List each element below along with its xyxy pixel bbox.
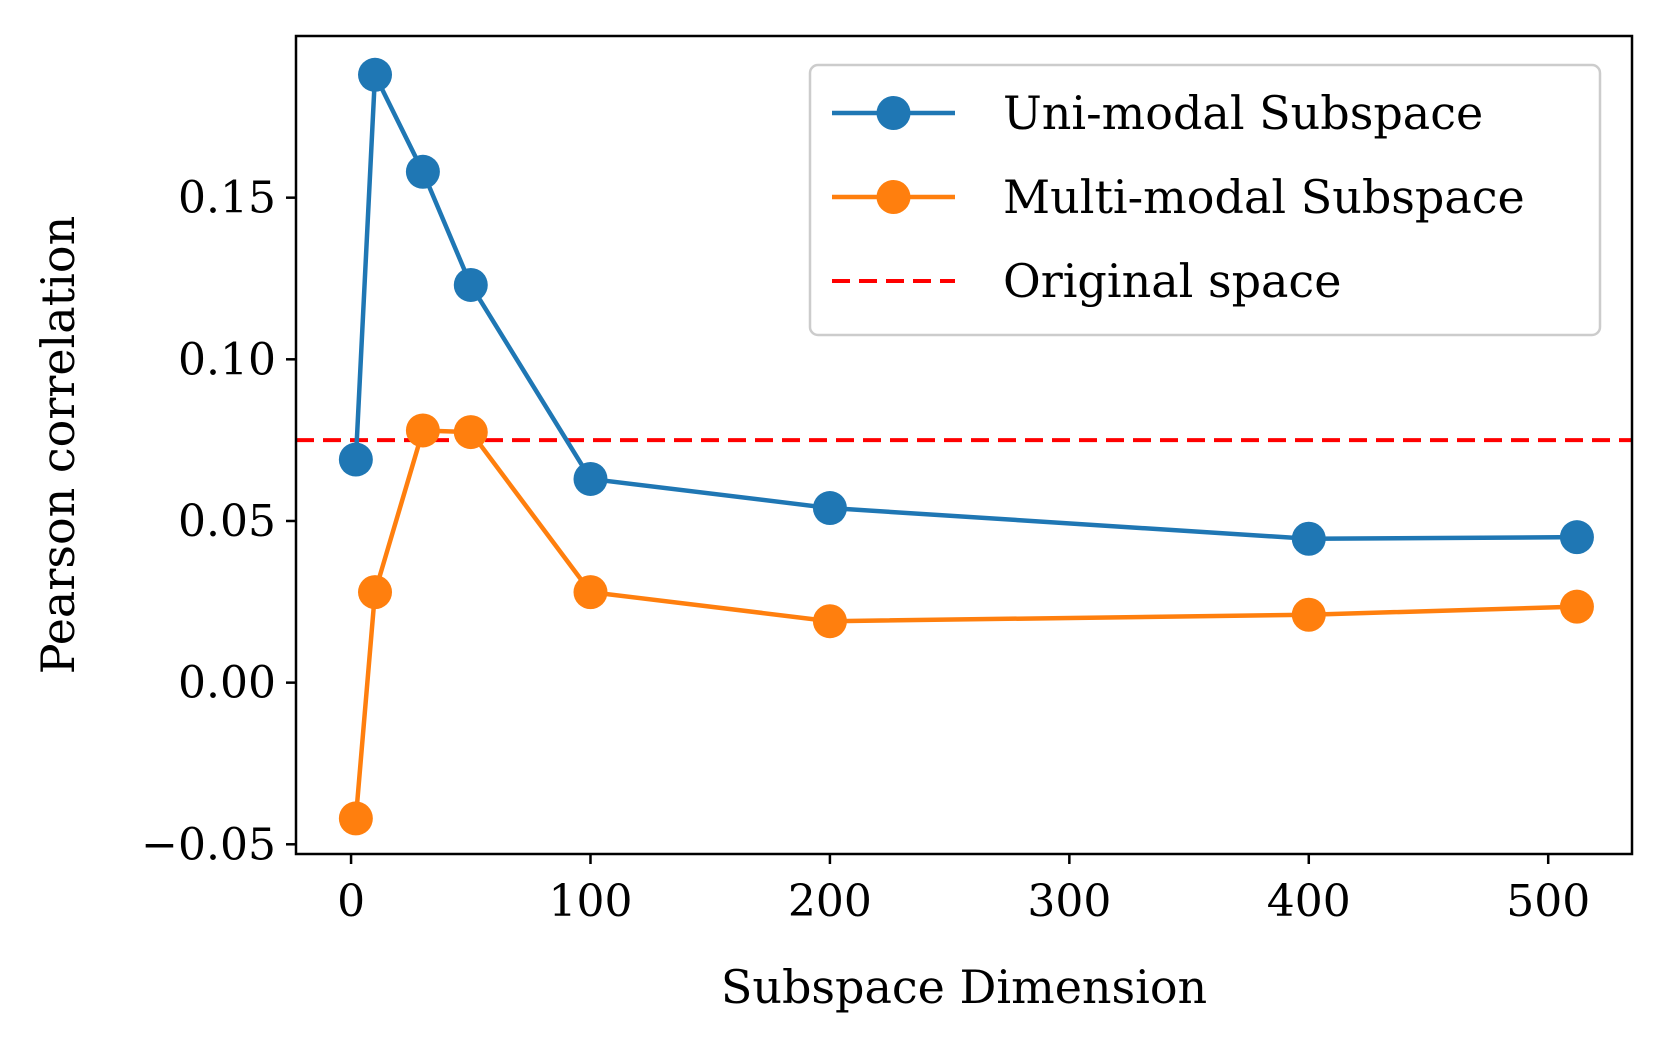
legend-label-uni-modal: Uni-modal Subspace	[1003, 86, 1483, 140]
legend: Uni-modal Subspace Multi-modal Subspace Or…	[808, 63, 1602, 337]
plot-area	[296, 57, 1632, 836]
legend-label-multi-modal: Multi-modal Subspace	[1003, 170, 1525, 224]
data-point-multi-modal	[453, 415, 488, 450]
x-tick-label: 0	[337, 876, 365, 927]
x-tick-label: 400	[1267, 876, 1351, 927]
data-point-uni-modal	[338, 442, 373, 477]
y-tick-label: 0.00	[178, 658, 276, 709]
x-tick-label: 500	[1506, 876, 1590, 927]
data-layer	[296, 57, 1632, 836]
data-point-uni-modal	[453, 267, 488, 302]
y-tick-label: −0.05	[141, 819, 276, 870]
series-line-multi-modal	[353, 428, 1577, 819]
x-tick-label: 100	[549, 876, 633, 927]
data-point-uni-modal	[1291, 521, 1326, 556]
data-point-multi-modal	[1559, 589, 1594, 624]
x-tick-label: 300	[1027, 876, 1111, 927]
legend-box	[808, 63, 1602, 337]
data-point-uni-modal	[405, 154, 440, 189]
data-point-uni-modal	[358, 57, 393, 92]
data-point-uni-modal	[1559, 520, 1594, 555]
y-axis-title: Pearson correlation	[31, 216, 85, 674]
plot-frame	[294, 34, 1634, 856]
legend-marker-multi-modal	[876, 180, 911, 214]
series-line-uni-modal	[353, 72, 1577, 542]
data-point-uni-modal	[573, 461, 608, 496]
data-point-multi-modal	[573, 575, 608, 610]
y-axis: −0.05 0.00 0.05 0.10 0.15	[141, 173, 296, 870]
legend-marker-uni-modal	[876, 96, 911, 130]
y-tick-label: 0.15	[178, 173, 276, 224]
data-point-multi-modal	[338, 801, 373, 836]
x-tick-label: 200	[788, 876, 872, 927]
data-point-uni-modal	[812, 491, 847, 526]
data-point-multi-modal	[1291, 597, 1326, 632]
y-tick-label: 0.10	[178, 334, 276, 385]
x-axis: 0 100 200 300 400 500	[337, 854, 1590, 927]
data-point-multi-modal	[812, 604, 847, 639]
y-tick-label: 0.05	[178, 496, 276, 547]
x-axis-title: Subspace Dimension	[721, 960, 1207, 1014]
data-point-multi-modal	[405, 413, 440, 448]
legend-label-original-space: Original space	[1003, 254, 1341, 308]
data-point-multi-modal	[358, 575, 393, 610]
